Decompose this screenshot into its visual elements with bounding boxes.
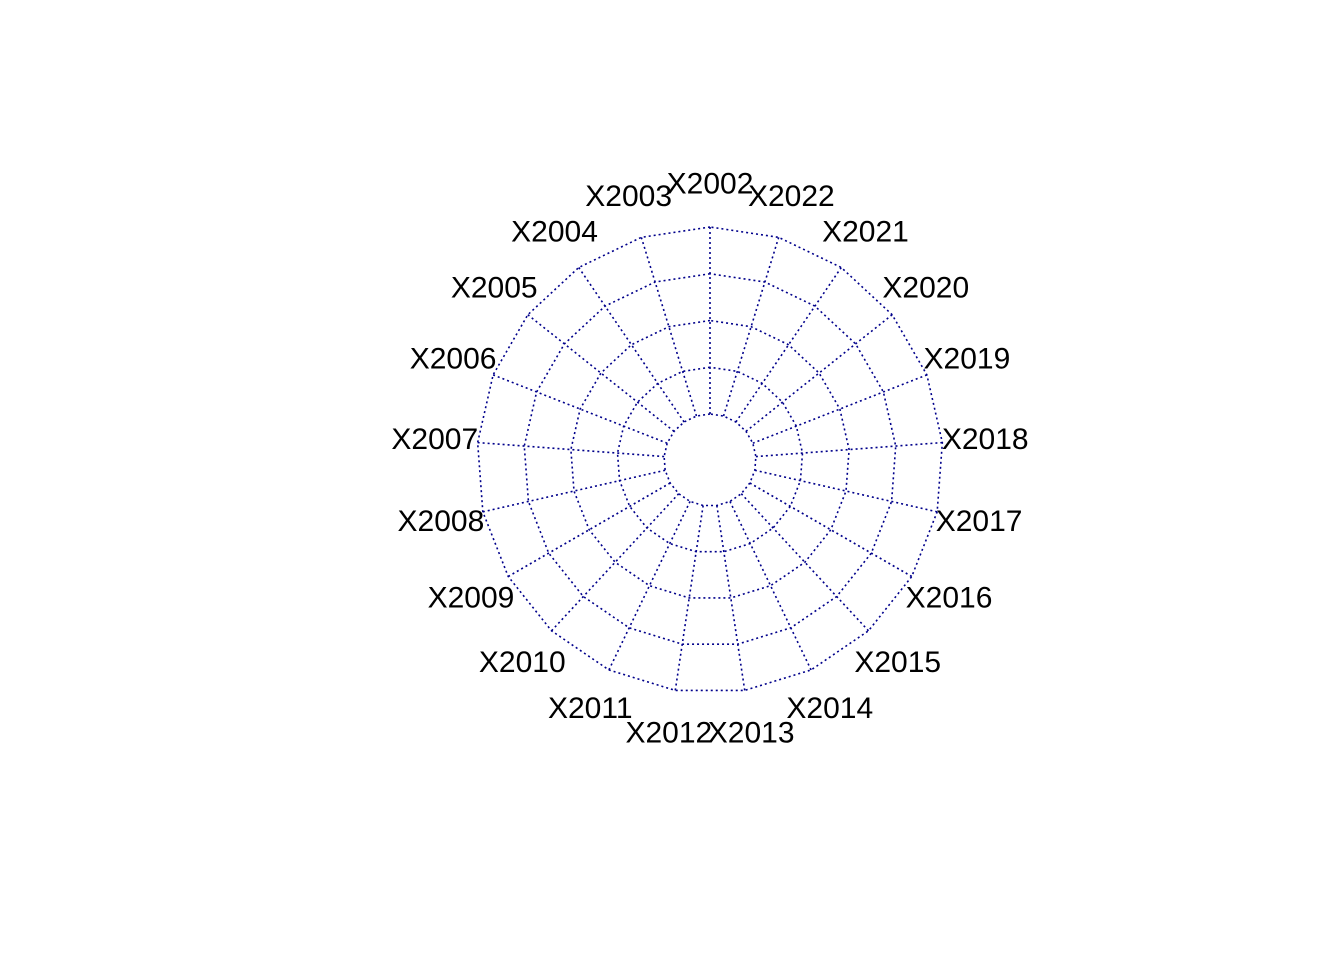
grid-spoke-x2022 [722, 237, 780, 417]
grid-spoke-x2016 [749, 482, 913, 578]
axis-label-x2008: X2008 [398, 505, 485, 538]
grid-spoke-x2020 [745, 314, 893, 432]
grid-spoke-x2010 [550, 493, 680, 632]
axis-label-x2012: X2012 [625, 716, 712, 749]
axis-label-x2006: X2006 [410, 343, 497, 376]
axis-label-x2022: X2022 [748, 180, 835, 213]
axis-label-x2017: X2017 [936, 505, 1023, 538]
grid-spoke-x2004 [578, 267, 685, 423]
grid-ring-4 [523, 272, 897, 645]
grid-spoke-x2017 [754, 469, 938, 513]
axis-label-x2003: X2003 [585, 180, 672, 213]
axis-label-x2007: X2007 [391, 423, 478, 456]
axis-label-x2014: X2014 [786, 692, 873, 725]
grid-spoke-x2015 [740, 493, 870, 632]
grid-ring-3 [570, 319, 850, 599]
axis-label-x2015: X2015 [854, 646, 941, 679]
grid-spoke-x2008 [482, 469, 666, 513]
axis-label-x2019: X2019 [924, 343, 1011, 376]
grid-spoke-x2007 [477, 441, 665, 458]
axis-label-x2011: X2011 [548, 692, 633, 725]
grid-spoke-x2009 [507, 482, 671, 578]
grid-spoke-x2011 [608, 501, 691, 671]
grid-spoke-x2006 [492, 374, 668, 444]
grid-ring-2 [616, 366, 804, 553]
grid-spoke-x2012 [674, 505, 704, 691]
grid-spoke-x2014 [729, 501, 812, 671]
axis-label-x2002: X2002 [667, 168, 754, 201]
grid-spoke-x2019 [752, 374, 928, 444]
axis-label-x2013: X2013 [708, 716, 795, 749]
axis-label-x2004: X2004 [511, 215, 598, 248]
axis-label-x2016: X2016 [906, 582, 993, 615]
grid-spoke-x2013 [716, 505, 746, 691]
grid-spokes [477, 227, 943, 691]
axis-label-x2021: X2021 [822, 215, 909, 248]
axis-label-x2005: X2005 [451, 271, 538, 304]
axis-label-x2018: X2018 [942, 423, 1029, 456]
grid-spoke-x2003 [640, 237, 698, 417]
grid-ring-5 [476, 226, 944, 692]
grid-spoke-x2005 [527, 314, 675, 432]
axis-label-x2020: X2020 [882, 271, 969, 304]
grid-rings [476, 226, 944, 692]
axis-label-x2009: X2009 [428, 582, 515, 615]
grid-spoke-x2018 [755, 441, 943, 458]
grid-ring-1 [663, 413, 757, 507]
grid-spoke-x2021 [735, 267, 842, 423]
axis-label-x2010: X2010 [479, 646, 566, 679]
